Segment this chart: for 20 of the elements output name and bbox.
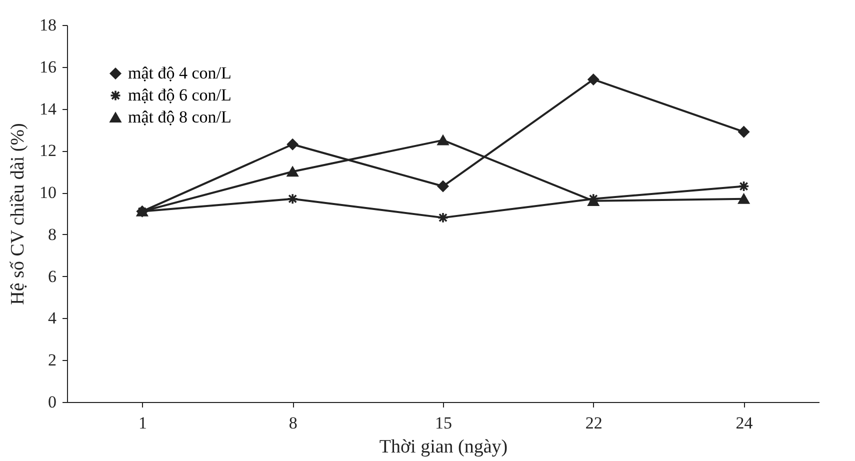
y-tick-label: 16 <box>40 57 56 76</box>
x-tick-label: 22 <box>585 414 602 432</box>
x-axis-title: Thời gian (ngày) <box>379 436 508 458</box>
y-tick-label: 18 <box>40 16 56 34</box>
y-tick-label: 10 <box>40 183 56 202</box>
legend-label: mật độ 4 con/L <box>128 64 232 82</box>
x-tick-label: 24 <box>736 414 754 432</box>
legend-label: mật độ 8 con/L <box>128 108 232 126</box>
x-tick-label: 15 <box>435 414 452 432</box>
x-tick-label: 8 <box>288 414 298 432</box>
legend-label: mật độ 6 con/L <box>128 86 232 104</box>
y-tick-label: 12 <box>40 141 56 160</box>
y-axis-title: Hệ số CV chiều dài (%) <box>8 123 28 305</box>
y-tick-label: 2 <box>48 350 56 370</box>
y-tick-label: 14 <box>40 99 57 118</box>
y-tick-label: 4 <box>48 308 57 328</box>
y-tick-label: 6 <box>48 266 56 286</box>
y-tick-label: 0 <box>48 392 56 412</box>
x-tick-label: 1 <box>138 414 147 432</box>
y-tick-label: 8 <box>48 224 56 244</box>
